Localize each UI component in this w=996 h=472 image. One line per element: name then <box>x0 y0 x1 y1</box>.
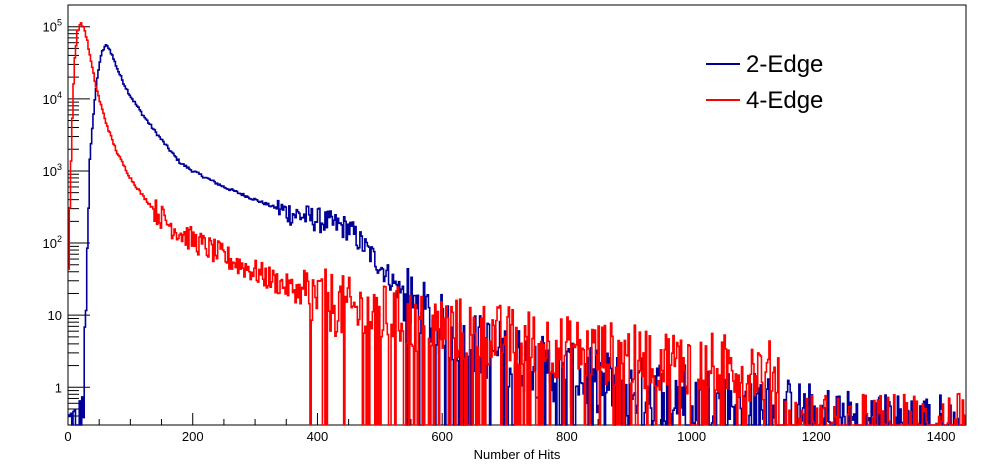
x-axis-title: Number of Hits <box>474 447 561 462</box>
x-tick-label: 1000 <box>677 429 706 444</box>
series-layer <box>68 22 966 426</box>
y-tick-label: 105 <box>43 18 62 35</box>
x-tick-label: 1400 <box>927 429 956 444</box>
y-tick-label: 103 <box>43 162 62 179</box>
y-axis: 1 10 102 103 104 105 <box>43 4 90 426</box>
x-tick-label: 200 <box>182 429 204 444</box>
y-tick-label: 104 <box>43 90 62 107</box>
series-4-edge-line <box>68 22 966 426</box>
legend: 2-Edge 4-Edge <box>706 51 823 114</box>
y-tick-label: 102 <box>43 234 62 251</box>
x-tick-label: 400 <box>307 429 329 444</box>
y-tick-label: 10 <box>48 308 62 323</box>
legend-label-4-edge: 4-Edge <box>746 87 823 114</box>
x-tick-label: 1200 <box>802 429 831 444</box>
y-tick-label: 1 <box>55 380 62 395</box>
legend-label-2-edge: 2-Edge <box>746 51 823 78</box>
x-axis: 0 200 400 600 800 1000 1200 1400 <box>64 413 956 444</box>
x-tick-label: 800 <box>556 429 578 444</box>
x-tick-label: 600 <box>431 429 453 444</box>
x-tick-label: 0 <box>64 429 71 444</box>
